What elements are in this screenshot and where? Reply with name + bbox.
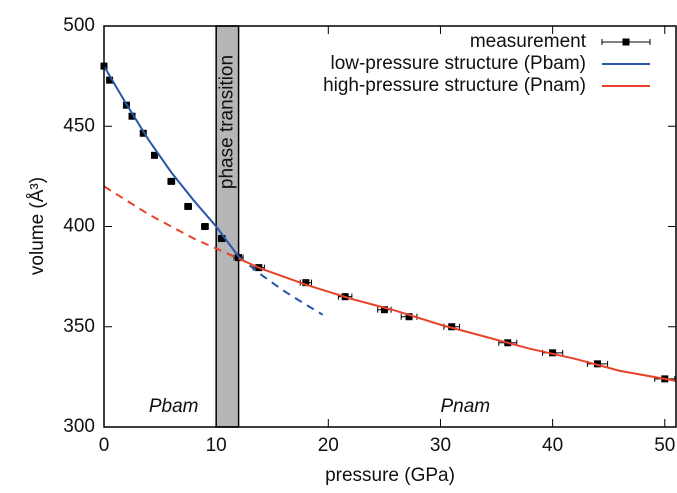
y-tick-label: 350 (63, 316, 95, 337)
band-label: phase transition (216, 55, 237, 189)
data-point (150, 151, 158, 159)
marker (167, 177, 175, 185)
marker (106, 76, 114, 84)
y-tick-label: 500 (63, 15, 95, 36)
data-point (201, 223, 209, 230)
marker (150, 151, 158, 159)
x-tick-label: 0 (99, 435, 110, 456)
y-tick-label: 450 (63, 115, 95, 136)
y-axis-label: volume (Å³) (27, 177, 48, 275)
x-axis-label: pressure (GPa) (325, 465, 455, 486)
x-tick-label: 30 (430, 435, 451, 456)
x-tick-label: 20 (318, 435, 339, 456)
marker (128, 112, 136, 120)
marker (405, 313, 413, 321)
x-tick-label: 10 (206, 435, 227, 456)
x-tick-label: 50 (654, 435, 675, 456)
marker (302, 279, 310, 287)
legend-label: low-pressure structure (Pbam) (330, 53, 586, 74)
legend-label: measurement (470, 31, 587, 52)
legend-swatch (622, 38, 630, 46)
fit-line-dashed (237, 255, 324, 316)
y-tick-label: 300 (63, 416, 95, 437)
annotation: Pbam (149, 396, 199, 417)
x-tick-label: 40 (542, 435, 563, 456)
annotation: Pnam (440, 396, 490, 417)
marker (184, 202, 192, 210)
marker (139, 129, 147, 137)
y-tick-label: 400 (63, 216, 95, 237)
marker (218, 235, 226, 243)
data-point (184, 202, 192, 210)
legend-label: high-pressure structure (Pnam) (323, 75, 586, 96)
plot-frame (103, 25, 677, 428)
data-point (167, 177, 176, 185)
fit-line (238, 257, 677, 382)
fit-line-dashed (103, 185, 239, 260)
marker (201, 223, 209, 230)
marker (380, 306, 388, 314)
fit-line (103, 65, 240, 258)
